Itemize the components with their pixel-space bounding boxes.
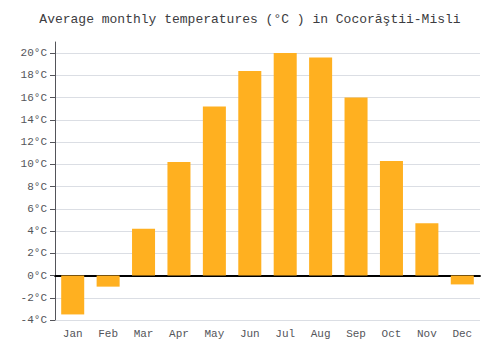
svg-text:Nov: Nov [417, 328, 437, 340]
svg-text:May: May [204, 328, 224, 340]
svg-text:Sep: Sep [346, 328, 366, 340]
svg-text:Feb: Feb [98, 328, 118, 340]
svg-text:Jan: Jan [63, 328, 83, 340]
svg-text:Jul: Jul [275, 328, 295, 340]
svg-text:10°C: 10°C [21, 158, 48, 170]
svg-text:Mar: Mar [134, 328, 154, 340]
svg-text:16°C: 16°C [21, 92, 48, 104]
svg-text:Apr: Apr [169, 328, 189, 340]
svg-text:8°C: 8°C [27, 181, 47, 193]
svg-text:2°C: 2°C [27, 247, 47, 259]
svg-text:-4°C: -4°C [21, 314, 48, 326]
svg-text:-2°C: -2°C [21, 292, 48, 304]
svg-text:4°C: 4°C [27, 225, 47, 237]
svg-text:Jun: Jun [240, 328, 260, 340]
svg-text:12°C: 12°C [21, 136, 48, 148]
svg-text:18°C: 18°C [21, 69, 48, 81]
svg-text:Oct: Oct [382, 328, 402, 340]
svg-text:20°C: 20°C [21, 47, 48, 59]
svg-text:Dec: Dec [452, 328, 472, 340]
svg-text:6°C: 6°C [27, 203, 47, 215]
svg-text:Average monthly temperatures (: Average monthly temperatures (°C ) in Co… [39, 12, 460, 27]
svg-text:Aug: Aug [311, 328, 331, 340]
svg-text:14°C: 14°C [21, 114, 48, 126]
svg-text:0°C: 0°C [27, 270, 47, 282]
